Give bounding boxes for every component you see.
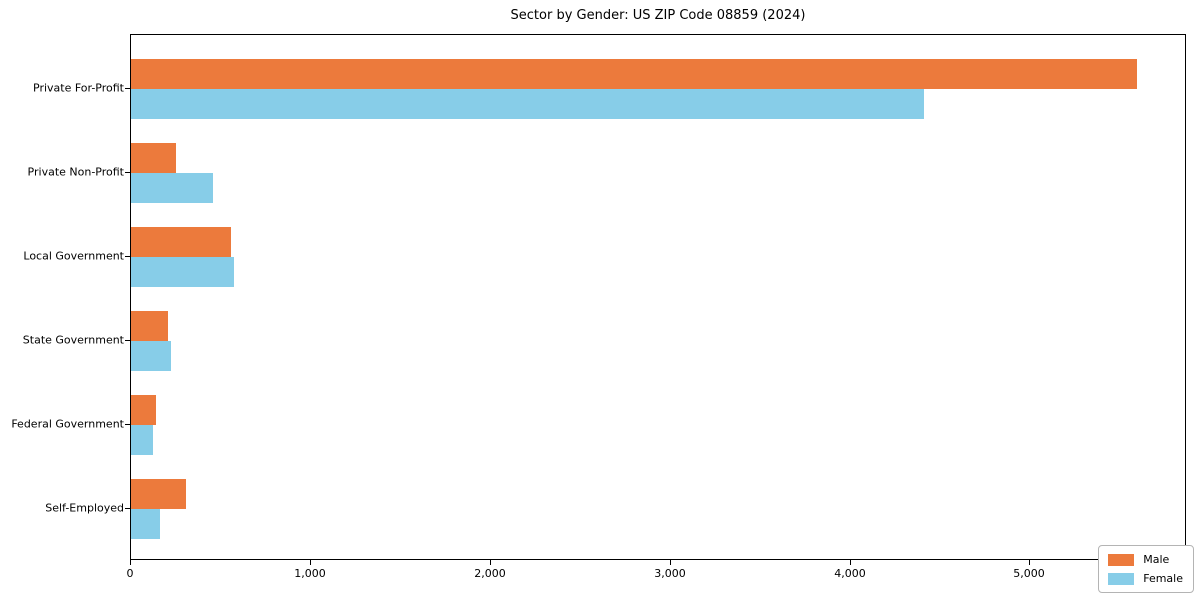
bar-male-private-non-profit [131,143,176,173]
legend-entry-male: Male [1108,553,1183,566]
chart-title: Sector by Gender: US ZIP Code 08859 (202… [510,8,806,23]
plot-area [130,34,1186,560]
x-tick-label-1-000: 1,000 [294,567,326,580]
x-tick-mark [130,560,131,565]
y-label-self-employed: Self-Employed [45,501,124,515]
x-tick-mark [310,560,311,565]
x-tick-label-4-000: 4,000 [834,567,866,580]
bar-male-private-for-profit [131,59,1137,89]
legend-entry-female: Female [1108,572,1183,585]
bar-male-federal-government [131,395,156,425]
y-tick-mark [125,88,130,89]
bar-female-federal-government [131,425,153,455]
y-tick-mark [125,340,130,341]
legend-label-female: Female [1143,572,1183,585]
legend-swatch-female [1108,572,1135,585]
x-tick-label-5-000: 5,000 [1013,567,1045,580]
x-tick-mark [1029,560,1030,565]
y-label-local-government: Local Government [23,249,124,263]
bar-male-state-government [131,311,168,341]
y-label-state-government: State Government [22,333,124,347]
bar-female-self-employed [131,509,160,539]
y-label-private-non-profit: Private Non-Profit [27,165,124,179]
y-tick-mark [125,172,130,173]
x-tick-mark [670,560,671,565]
x-tick-label-0: 0 [126,567,134,580]
x-tick-label-2-000: 2,000 [474,567,506,580]
y-label-private-for-profit: Private For-Profit [33,81,124,95]
y-tick-mark [125,508,130,509]
bar-female-private-for-profit [131,89,924,119]
legend-label-male: Male [1143,553,1170,566]
y-label-federal-government: Federal Government [11,417,124,431]
bar-female-state-government [131,341,171,371]
x-tick-mark [490,560,491,565]
bar-male-self-employed [131,479,186,509]
x-tick-label-3-000: 3,000 [654,567,686,580]
y-tick-mark [125,424,130,425]
bar-female-local-government [131,257,234,287]
bar-female-private-non-profit [131,173,213,203]
legend: Male Female [1098,545,1194,593]
x-tick-mark [850,560,851,565]
bar-male-local-government [131,227,231,257]
legend-swatch-male [1108,553,1135,566]
y-tick-mark [125,256,130,257]
